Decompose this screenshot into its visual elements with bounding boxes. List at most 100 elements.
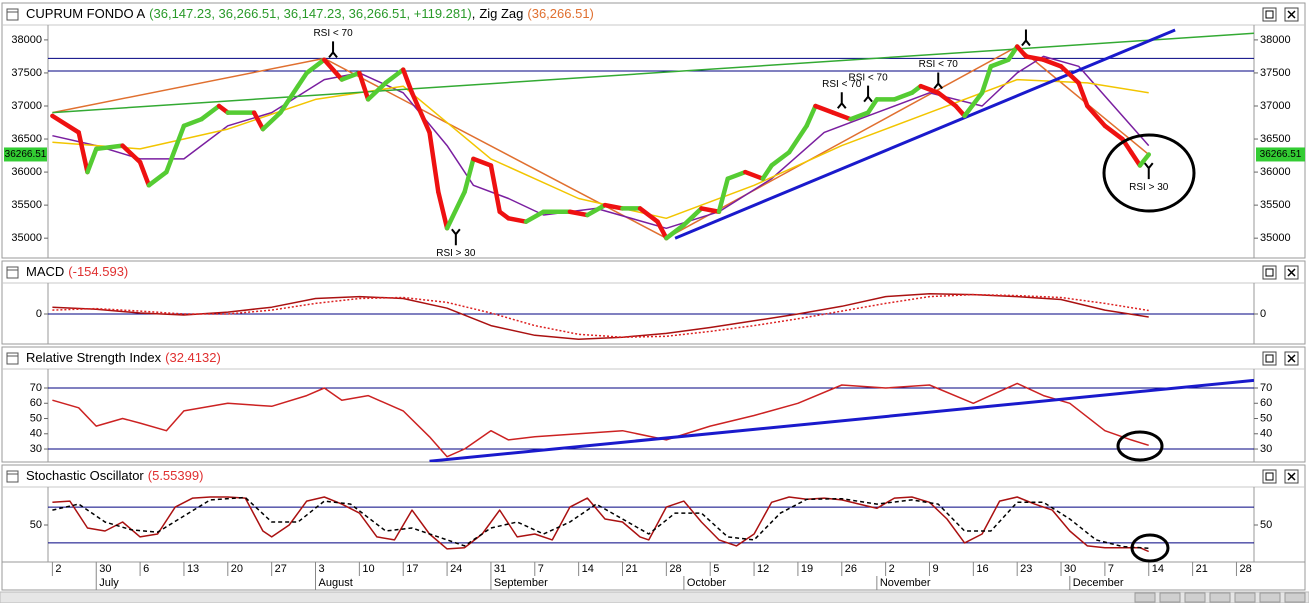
series-line: [674, 28, 1176, 240]
series-line: [52, 382, 1149, 458]
indicator-name: Zig Zag: [479, 6, 523, 21]
price-segment: [76, 130, 90, 175]
price-segment: [471, 156, 494, 168]
y-tick-label: 60: [1260, 397, 1272, 409]
price-segment: [699, 206, 722, 214]
price-segment: [637, 206, 660, 224]
y-tick-label: 35000: [1260, 232, 1291, 244]
x-tick-label: 12: [757, 563, 769, 575]
x-tick-label: 14: [582, 563, 594, 575]
price-segment: [50, 113, 81, 135]
y-tick-label: 70: [1260, 382, 1272, 394]
series-line: [52, 292, 1149, 340]
x-tick-label: 3: [319, 563, 325, 575]
restore-button[interactable]: [1262, 351, 1277, 366]
plot-area: [52, 292, 1149, 340]
x-tick-label: 19: [801, 563, 813, 575]
x-tick-label: 2: [889, 563, 895, 575]
price-segment: [523, 209, 546, 224]
price-segment: [892, 90, 915, 102]
panel-title: CUPRUM FONDO A (36,147.23, 36,266.51, 36,…: [26, 6, 594, 21]
y-tick-label: 38000: [1260, 34, 1291, 46]
title-text: Stochastic Oscillator: [26, 468, 144, 483]
x-tick-label: 17: [406, 563, 418, 575]
scrollbar-track[interactable]: [0, 591, 1309, 603]
price-segment: [918, 83, 941, 96]
price-segment: [365, 80, 388, 102]
price-segment: [400, 67, 415, 96]
x-tick-label: 21: [625, 563, 637, 575]
y-tick-label: 37000: [11, 100, 42, 112]
x-tick-label: 28: [669, 563, 681, 575]
price-segment: [585, 202, 608, 218]
y-tick-label: 50: [1260, 519, 1272, 531]
x-tick-label: 7: [1108, 563, 1114, 575]
month-label: July: [99, 577, 119, 589]
last-value-box: [1256, 147, 1305, 162]
x-tick-label: 10: [362, 563, 374, 575]
scrollbar-button[interactable]: [1284, 592, 1306, 603]
scrollbar-button[interactable]: [1234, 592, 1256, 603]
restore-button[interactable]: [1262, 7, 1277, 22]
price-segment: [304, 57, 327, 76]
panel: MACD (-154.593) 0 0: [1, 260, 1306, 345]
y-tick-label: 37000: [1260, 100, 1291, 112]
price-segment: [85, 146, 99, 175]
y-tick-label: 40: [1260, 428, 1272, 440]
scrollbar-button[interactable]: [1134, 592, 1156, 603]
y-tick-label: 0: [36, 308, 42, 320]
restore-button[interactable]: [1262, 265, 1277, 280]
close-icon: [1287, 472, 1296, 481]
annotation-label: RSI < 70: [848, 72, 888, 83]
scrollbar-button[interactable]: [1259, 592, 1281, 603]
price-segment: [664, 222, 687, 241]
y-tick-label: 37500: [1260, 67, 1291, 79]
price-segment: [655, 219, 669, 241]
month-label: October: [687, 577, 726, 589]
price-segment: [1102, 123, 1125, 142]
panel: Relative Strength Index (32.4132) 30 30 40 40…: [1, 346, 1306, 463]
title-value: (-154.593): [68, 264, 128, 279]
title-value: (36,266.51): [527, 6, 594, 21]
month-label: November: [880, 577, 931, 589]
y-tick-label: 35500: [11, 199, 42, 211]
annotation-arrow: [933, 72, 944, 90]
price-segment: [295, 70, 309, 89]
scrollbar-button[interactable]: [1209, 592, 1231, 603]
scrollbar-button[interactable]: [1159, 592, 1181, 603]
panel-icon: [6, 470, 19, 483]
price-segment: [251, 110, 266, 132]
price-segment: [602, 202, 625, 211]
x-tick-label: 13: [187, 563, 199, 575]
price-segment: [725, 169, 748, 181]
price-segment: [1128, 150, 1143, 168]
y-tick-label: 70: [30, 382, 42, 394]
title-text: Relative Strength Index: [26, 350, 162, 365]
y-tick-label: 60: [30, 397, 42, 409]
price-segment: [804, 103, 818, 129]
x-tick-label: 21: [1196, 563, 1208, 575]
price-segment: [935, 90, 959, 109]
price-segment: [1076, 80, 1090, 109]
price-segment: [1085, 103, 1108, 129]
x-tick-label: 24: [450, 563, 462, 575]
x-tick-label: 20: [231, 563, 243, 575]
price-segment: [409, 90, 432, 135]
y-tick-label: 50: [30, 412, 42, 424]
panel-title: MACD (-154.593): [26, 264, 128, 279]
price-segment: [1006, 44, 1020, 62]
annotation-arrow: [1021, 29, 1031, 47]
y-tick-label: 37500: [11, 67, 42, 79]
restore-button[interactable]: [1262, 469, 1277, 484]
y-tick-label: 38000: [11, 34, 42, 46]
x-tick-label: 9: [932, 563, 938, 575]
title-values: (36,147.23, 36,266.51, 36,147.23, 36,266…: [149, 6, 472, 21]
x-tick-label: 27: [275, 563, 287, 575]
x-tick-label: 5: [713, 563, 719, 575]
annotation-arrow: [328, 41, 338, 59]
y-tick-label: 40: [30, 428, 42, 440]
restore-icon: [1265, 10, 1274, 19]
scrollbar-button[interactable]: [1184, 592, 1206, 603]
price-segment: [199, 103, 222, 122]
